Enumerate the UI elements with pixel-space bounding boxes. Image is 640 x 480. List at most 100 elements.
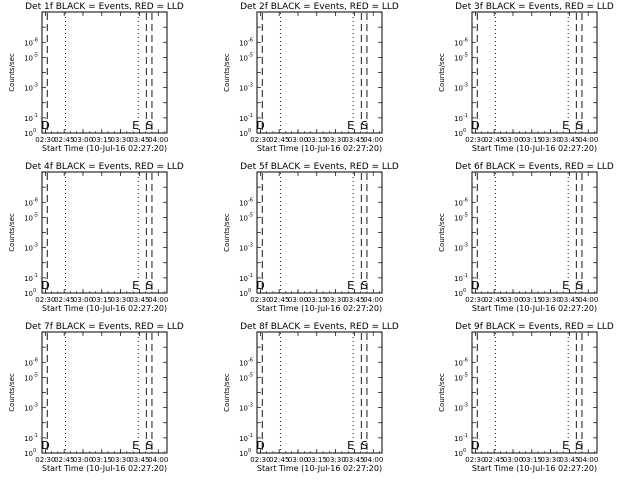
x-tick-label: 04:00 xyxy=(148,296,168,304)
x-tick-label: 03:45 xyxy=(344,296,364,304)
event-marker-label: S xyxy=(361,439,368,452)
x-tick-label: 04:00 xyxy=(578,136,598,144)
event-marker-label: D xyxy=(256,279,264,292)
plot-frame xyxy=(471,331,598,454)
x-axis-label: Start Time (10-Jul-16 02:27:20) xyxy=(472,464,597,473)
y-tick-label: 10 xyxy=(239,85,248,93)
x-tick-label: 03:15 xyxy=(307,136,327,144)
x-tick-label: 03:30 xyxy=(111,136,131,144)
y-tick-label: 10 xyxy=(239,275,248,283)
event-marker-label: D xyxy=(471,119,479,132)
y-axis-label: Counts/sec xyxy=(8,213,16,252)
y-tick-exponent: -5 xyxy=(248,212,253,218)
event-marker-label: S xyxy=(576,439,583,452)
x-axis-label: Start Time (10-Jul-16 02:27:20) xyxy=(42,144,167,153)
y-tick-exponent: -6 xyxy=(248,357,253,363)
x-tick-label: 03:45 xyxy=(129,136,149,144)
x-axis-label: Start Time (10-Jul-16 02:27:20) xyxy=(257,464,382,473)
x-tick-label: 03:30 xyxy=(111,296,131,304)
y-tick-label: 10 xyxy=(454,405,463,413)
event-marker-label: E xyxy=(562,439,569,452)
y-tick-label: 10 xyxy=(239,405,248,413)
y-tick-label: 10 xyxy=(454,199,463,207)
y-tick-label: 10 xyxy=(239,435,248,443)
event-marker-label: S xyxy=(146,119,153,132)
y-tick-label: 10 xyxy=(24,374,33,382)
y-tick-exponent: -6 xyxy=(248,197,253,203)
y-tick-exponent: -5 xyxy=(248,372,253,378)
y-axis-label: Counts/sec xyxy=(438,53,446,92)
y-tick-label: 10 xyxy=(24,39,33,47)
x-tick-label: 04:00 xyxy=(578,296,598,304)
x-tick-label: 03:30 xyxy=(541,296,561,304)
y-tick-exponent: -5 xyxy=(463,212,468,218)
event-marker-label: E xyxy=(562,279,569,292)
y-tick-exponent: -3 xyxy=(463,83,468,89)
plot-frame xyxy=(41,331,168,454)
x-tick-label: 03:00 xyxy=(73,456,93,464)
y-tick-label: 10 xyxy=(454,290,463,298)
y-tick-label: 10 xyxy=(239,54,248,62)
y-tick-label: 10 xyxy=(454,130,463,138)
y-tick-exponent: -5 xyxy=(33,372,38,378)
x-tick-label: 03:30 xyxy=(111,456,131,464)
y-tick-exponent: -1 xyxy=(33,273,38,279)
y-tick-exponent: 0 xyxy=(463,448,466,454)
y-tick-exponent: -6 xyxy=(463,357,468,363)
x-tick-label: 03:15 xyxy=(92,296,112,304)
x-axis-label: Start Time (10-Jul-16 02:27:20) xyxy=(42,464,167,473)
y-tick-label: 10 xyxy=(24,214,33,222)
y-tick-exponent: -3 xyxy=(248,243,253,249)
x-tick-label: 04:00 xyxy=(363,456,383,464)
x-tick-label: 03:15 xyxy=(307,296,327,304)
y-tick-label: 10 xyxy=(24,245,33,253)
x-tick-label: 03:45 xyxy=(129,456,149,464)
y-tick-exponent: -3 xyxy=(463,403,468,409)
y-tick-label: 10 xyxy=(239,374,248,382)
x-tick-label: 03:30 xyxy=(326,136,346,144)
y-tick-exponent: -3 xyxy=(248,403,253,409)
x-tick-label: 02:30 xyxy=(465,296,485,304)
y-tick-exponent: -3 xyxy=(33,83,38,89)
event-marker-label: E xyxy=(132,119,139,132)
y-tick-label: 10 xyxy=(454,214,463,222)
y-tick-label: 10 xyxy=(454,85,463,93)
plot-frame xyxy=(471,11,598,134)
y-tick-exponent: -1 xyxy=(33,433,38,439)
event-marker-label: S xyxy=(146,279,153,292)
x-tick-label: 03:30 xyxy=(541,136,561,144)
y-tick-label: 10 xyxy=(454,39,463,47)
y-tick-exponent: 0 xyxy=(248,448,251,454)
y-tick-exponent: -1 xyxy=(248,113,253,119)
x-tick-label: 03:00 xyxy=(503,456,523,464)
x-tick-label: 04:00 xyxy=(363,136,383,144)
event-marker-label: D xyxy=(41,439,49,452)
x-axis-label: Start Time (10-Jul-16 02:27:20) xyxy=(472,304,597,313)
event-marker-label: D xyxy=(41,279,49,292)
y-tick-label: 10 xyxy=(24,275,33,283)
y-tick-label: 10 xyxy=(24,54,33,62)
x-tick-label: 03:00 xyxy=(288,296,308,304)
y-tick-exponent: -5 xyxy=(463,372,468,378)
x-tick-label: 03:45 xyxy=(559,296,579,304)
y-tick-label: 10 xyxy=(454,450,463,458)
x-tick-label: 04:00 xyxy=(578,456,598,464)
event-marker-label: D xyxy=(471,279,479,292)
y-tick-exponent: -3 xyxy=(33,403,38,409)
event-marker-label: E xyxy=(347,439,354,452)
y-tick-exponent: -1 xyxy=(248,273,253,279)
y-tick-exponent: -3 xyxy=(463,243,468,249)
y-tick-exponent: -6 xyxy=(463,197,468,203)
x-tick-label: 03:15 xyxy=(522,296,542,304)
event-marker-label: S xyxy=(576,279,583,292)
y-tick-label: 10 xyxy=(24,290,33,298)
x-tick-label: 03:00 xyxy=(73,136,93,144)
y-axis-label: Counts/sec xyxy=(223,373,231,412)
x-tick-label: 04:00 xyxy=(148,456,168,464)
y-tick-label: 10 xyxy=(24,115,33,123)
y-tick-exponent: 0 xyxy=(463,128,466,134)
y-tick-exponent: -5 xyxy=(33,52,38,58)
